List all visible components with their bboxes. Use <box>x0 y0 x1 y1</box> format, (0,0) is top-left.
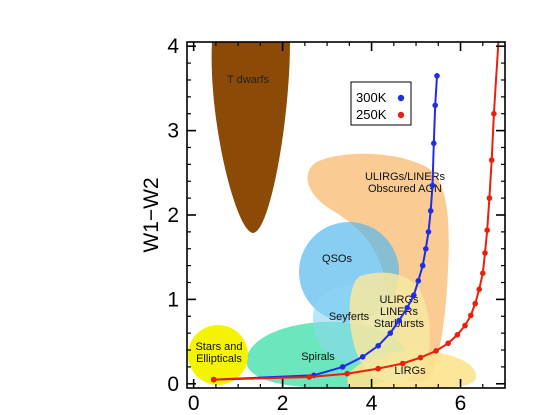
legend-marker-250k <box>397 111 405 119</box>
legend: 300K 250K <box>350 81 412 126</box>
data-point-300k <box>434 73 440 79</box>
data-point-250k <box>491 110 497 117</box>
spirals-label: Spirals <box>301 351 335 363</box>
data-point-300k <box>425 229 432 235</box>
series-line-300k <box>213 75 438 381</box>
y-axis-label: W1−W2 <box>140 177 163 252</box>
data-point-250k <box>344 370 350 377</box>
y-tick-label: 3 <box>167 120 179 143</box>
legend-marker-300k <box>397 94 405 102</box>
data-point-300k <box>411 292 417 299</box>
data-point-300k <box>387 330 394 336</box>
data-point-250k <box>417 354 424 361</box>
data-point-250k <box>210 376 217 383</box>
data-point-250k <box>482 250 488 256</box>
y-axis: 0 1 2 3 4 <box>167 35 505 396</box>
y-tick-label: 0 <box>167 373 179 396</box>
data-point-250k <box>375 365 382 372</box>
regions-layer <box>188 42 477 388</box>
t-dwarfs-region <box>211 42 290 233</box>
region-labels-layer: T dwarfs ULIRGs/LINERs Obscured AGN QSOs … <box>195 74 445 377</box>
ulirgs-liners-starbursts-region <box>349 272 431 382</box>
data-point-300k <box>419 262 426 269</box>
stars-and-ellipticals-label: Stars and Ellipticals <box>195 341 242 365</box>
data-point-300k <box>375 343 382 349</box>
qsos-label: QSOs <box>322 253 352 265</box>
legend-label-300k: 300K <box>356 90 387 105</box>
data-point-250k <box>462 322 468 329</box>
data-point-300k <box>415 278 422 284</box>
data-point-300k <box>429 182 436 189</box>
data-point-250k <box>468 312 474 319</box>
data-point-300k <box>396 317 402 324</box>
data-point-250k <box>488 157 495 163</box>
ulirgs-liners-obscured-agn-label: ULIRGs/LINERs Obscured AGN <box>365 171 446 195</box>
y-tick-label: 2 <box>167 204 179 227</box>
legend-label-250k: 250K <box>356 107 387 122</box>
x-axis: 0 2 4 6 <box>188 42 484 415</box>
t-dwarfs-label: T dwarfs <box>227 74 269 86</box>
data-point-250k <box>399 360 406 367</box>
data-point-250k <box>480 270 486 277</box>
data-point-250k <box>486 195 493 201</box>
data-point-300k <box>339 364 346 370</box>
x-tick-label: 6 <box>455 392 467 415</box>
stars-and-ellipticals-region <box>188 325 248 385</box>
data-point-250k <box>472 300 479 307</box>
series-250k <box>210 42 500 383</box>
data-point-300k <box>432 102 439 109</box>
y-tick-label: 4 <box>167 35 179 58</box>
data-point-300k <box>359 354 366 360</box>
lirgs-label: LIRGs <box>394 365 426 377</box>
series-300k <box>210 73 440 383</box>
data-point-250k <box>476 286 483 293</box>
data-point-250k <box>445 340 451 347</box>
x-tick-label: 0 <box>188 392 200 415</box>
data-point-300k <box>404 305 411 311</box>
data-point-250k <box>484 227 491 233</box>
data-point-250k <box>454 332 461 338</box>
y-tick-label: 1 <box>167 288 179 311</box>
series-layer <box>210 42 500 383</box>
x-tick-label: 4 <box>366 392 378 415</box>
data-point-300k <box>431 140 437 147</box>
x-tick-label: 2 <box>277 392 289 415</box>
data-point-300k <box>427 208 434 214</box>
data-point-250k <box>306 374 313 380</box>
seyferts-label: Seyferts <box>329 311 370 323</box>
ulirgs-liners-starbursts-label: ULIRGs LINERs Starbursts <box>374 294 425 330</box>
data-point-250k <box>433 348 439 354</box>
series-line-extension-250k <box>492 42 500 114</box>
data-point-300k <box>423 246 429 252</box>
